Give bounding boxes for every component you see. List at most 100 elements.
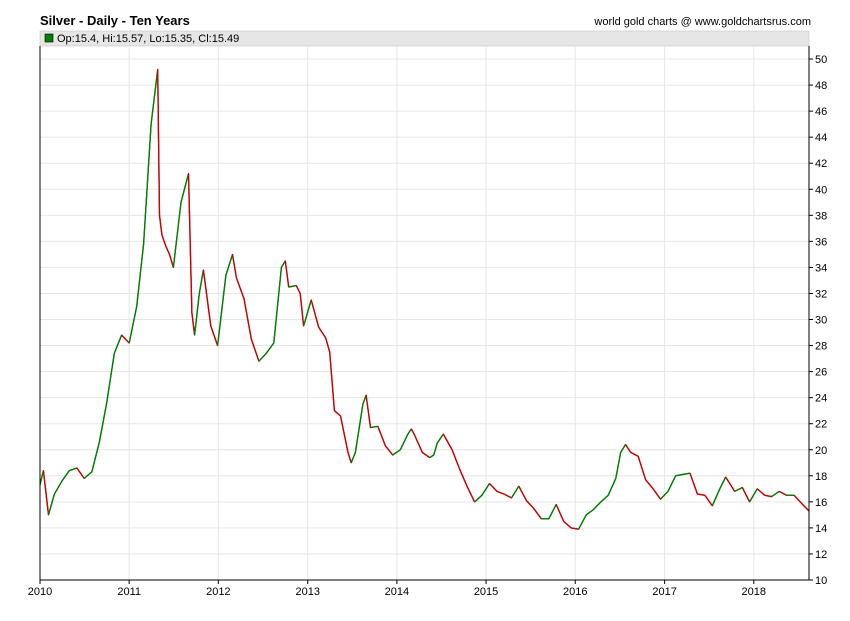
price-segment bbox=[136, 243, 145, 307]
price-segment bbox=[496, 490, 505, 495]
price-segment bbox=[474, 494, 483, 503]
price-segment bbox=[459, 469, 468, 487]
y-tick-label: 34 bbox=[815, 262, 827, 274]
price-line bbox=[39, 68, 810, 530]
price-segment bbox=[191, 312, 196, 336]
price-segment bbox=[280, 260, 286, 268]
price-segment bbox=[202, 269, 212, 327]
price-segment bbox=[347, 452, 352, 464]
y-tick-label: 26 bbox=[815, 367, 827, 379]
y-tick-label: 22 bbox=[815, 419, 827, 431]
price-segment bbox=[800, 502, 810, 512]
price-segment bbox=[510, 485, 520, 499]
price-segment bbox=[771, 490, 780, 498]
price-segment bbox=[158, 215, 163, 235]
price-segment bbox=[180, 189, 186, 203]
price-segment bbox=[630, 451, 639, 457]
price-segment bbox=[410, 428, 416, 436]
price-segment bbox=[577, 514, 587, 530]
price-segment bbox=[142, 124, 152, 245]
price-segment bbox=[76, 467, 85, 479]
price-segment bbox=[377, 426, 387, 447]
price-segment bbox=[518, 485, 528, 501]
price-segment bbox=[734, 486, 743, 493]
price-segment bbox=[243, 298, 252, 340]
y-tick-label: 48 bbox=[815, 80, 827, 92]
price-segment bbox=[354, 404, 364, 453]
price-segment bbox=[210, 325, 219, 346]
price-segment bbox=[157, 69, 161, 216]
y-tick-label: 32 bbox=[815, 288, 827, 300]
price-segment bbox=[333, 410, 341, 417]
price-segment bbox=[392, 449, 401, 456]
price-segment bbox=[725, 476, 736, 492]
x-tick-label: 2010 bbox=[28, 586, 52, 598]
price-segment bbox=[592, 501, 602, 511]
x-tick-label: 2018 bbox=[742, 586, 766, 598]
price-segment bbox=[53, 480, 63, 495]
price-segment bbox=[150, 69, 159, 125]
y-tick-label: 30 bbox=[815, 315, 827, 327]
y-tick-label: 42 bbox=[815, 158, 827, 170]
y-tick-label: 10 bbox=[815, 575, 827, 587]
price-segment bbox=[481, 483, 491, 496]
price-segment bbox=[548, 504, 557, 520]
price-segment bbox=[689, 472, 699, 495]
price-segment bbox=[764, 494, 772, 498]
price-segment bbox=[399, 433, 409, 451]
x-tick-label: 2016 bbox=[563, 586, 587, 598]
y-tick-label: 36 bbox=[815, 236, 827, 248]
price-segment bbox=[231, 254, 238, 278]
price-segment bbox=[113, 334, 123, 354]
y-axis-ticks: 10 12 14 16 18 20 22 24 26 28 30 32 34 36 38 40 42 44 46 48… bbox=[809, 54, 827, 587]
price-segment bbox=[47, 493, 56, 516]
price-segment bbox=[637, 456, 647, 480]
price-segment bbox=[362, 394, 367, 405]
price-segment bbox=[302, 299, 312, 327]
price-segment bbox=[165, 246, 171, 255]
price-segment bbox=[436, 433, 444, 444]
price-segment bbox=[563, 520, 572, 529]
price-segment bbox=[414, 435, 423, 453]
price-segment bbox=[778, 490, 787, 496]
y-tick-label: 16 bbox=[815, 497, 827, 509]
price-segment bbox=[172, 202, 182, 268]
price-segment bbox=[295, 285, 301, 294]
y-tick-label: 50 bbox=[815, 54, 827, 66]
price-segment bbox=[711, 488, 721, 507]
price-segment bbox=[168, 254, 175, 268]
price-segment bbox=[741, 487, 751, 503]
price-segment bbox=[98, 402, 108, 443]
price-segment bbox=[161, 234, 167, 247]
price-segment bbox=[682, 472, 691, 476]
grid-lines bbox=[40, 46, 809, 580]
price-segment bbox=[273, 267, 283, 344]
legend-bar bbox=[39, 30, 810, 47]
y-tick-label: 28 bbox=[815, 341, 827, 353]
price-segment bbox=[503, 493, 512, 499]
price-segment bbox=[533, 507, 542, 520]
price-segment bbox=[235, 277, 245, 299]
price-segment bbox=[284, 260, 290, 288]
x-tick-label: 2017 bbox=[652, 586, 676, 598]
price-segment bbox=[183, 173, 190, 190]
price-segment bbox=[704, 494, 713, 507]
price-segment bbox=[250, 338, 260, 362]
price-segment bbox=[555, 504, 565, 522]
price-segment bbox=[121, 334, 130, 344]
price-segment bbox=[600, 494, 609, 503]
price-segment bbox=[61, 470, 70, 482]
chart-title: Silver - Daily - Ten Years bbox=[40, 13, 190, 28]
price-segment bbox=[258, 352, 267, 362]
price-segment bbox=[310, 299, 320, 328]
price-segment bbox=[198, 269, 205, 294]
price-segment bbox=[91, 441, 101, 473]
price-segment bbox=[697, 493, 706, 496]
price-segment bbox=[69, 467, 78, 472]
price-segment bbox=[106, 353, 115, 404]
price-segment bbox=[659, 490, 669, 500]
price-segment bbox=[407, 428, 412, 435]
price-segment bbox=[756, 488, 766, 496]
price-segment bbox=[421, 451, 431, 459]
